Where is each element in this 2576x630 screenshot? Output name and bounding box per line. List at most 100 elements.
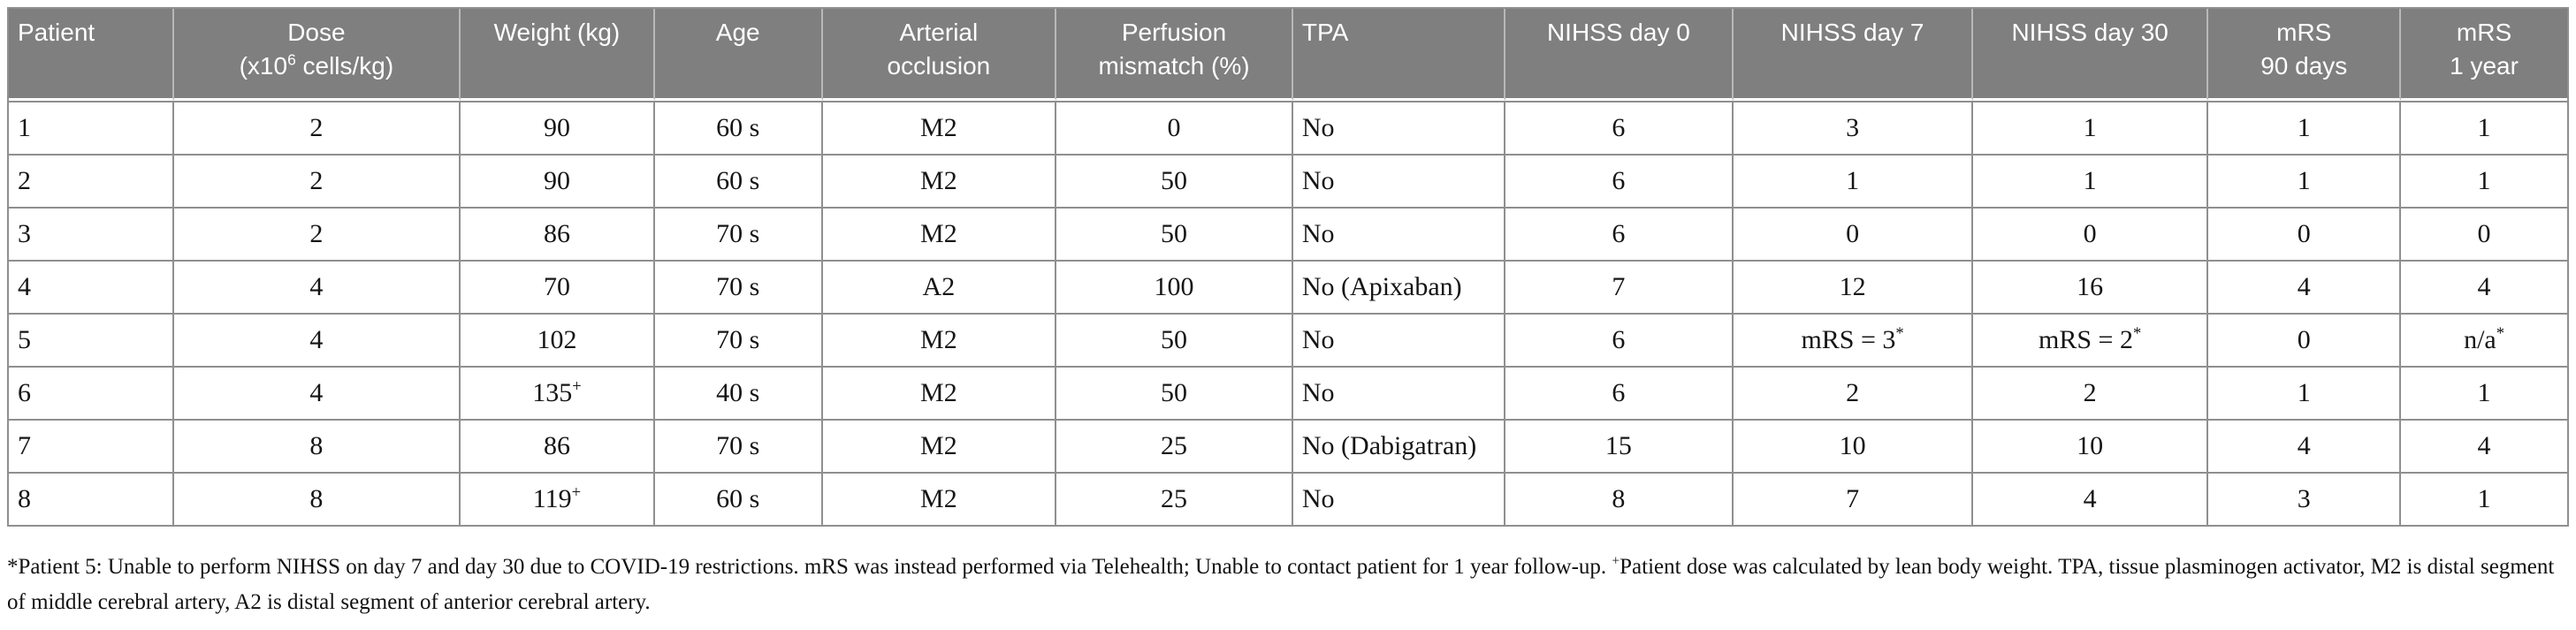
cell-mrs-1-year: 1 (2401, 366, 2567, 419)
cell-weight: 135+ (461, 366, 655, 419)
superscript-marker: * (2132, 324, 2142, 343)
cell-age: 70 s (654, 260, 823, 313)
cell-perfusion-mismatch: 0 (1056, 101, 1293, 154)
cell-nihss-day-0: 6 (1505, 207, 1734, 260)
cell-dose: 2 (173, 207, 461, 260)
cell-perfusion-mismatch: 50 (1056, 154, 1293, 207)
cell-nihss-day-0: 7 (1505, 260, 1734, 313)
cell-nihss-day-30: 16 (1972, 260, 2209, 313)
cell-nihss-day-30: 0 (1972, 207, 2209, 260)
col-header-arterial-occlusion: Arterial occlusion (822, 9, 1057, 101)
cell-tpa: No (1292, 366, 1505, 419)
col-header-mrs-90-days: mRS 90 days (2208, 9, 2402, 101)
cell-arterial-occlusion: M2 (822, 313, 1057, 366)
table-row: 7 8 86 70 s M2 25 No (Dabigatran) 15 10 10 4 4 (9, 419, 2567, 472)
table-row: 2 2 90 60 s M2 50 No 6 1 1 1 1 (9, 154, 2567, 207)
cell-nihss-day-7: 10 (1734, 419, 1973, 472)
cell-mrs-1-year: 1 (2401, 472, 2567, 525)
cell-nihss-day-30: 1 (1972, 101, 2209, 154)
cell-arterial-occlusion: M2 (822, 101, 1057, 154)
cell-mrs-1-year: 1 (2401, 154, 2567, 207)
patient-characteristics-table: Patient Dose (x106 cells/kg) Weight (kg) Age… (7, 7, 2569, 527)
cell-patient: 7 (9, 419, 174, 472)
cell-mrs-1-year: 4 (2401, 260, 2567, 313)
table-row: 4 4 70 70 s A2 100 No (Apixaban) 7 12 16 4 4 (9, 260, 2567, 313)
cell-perfusion-mismatch: 50 (1056, 207, 1293, 260)
cell-mrs-90-days: 3 (2208, 472, 2402, 525)
cell-dose: 4 (173, 260, 461, 313)
cell-patient: 1 (9, 101, 174, 154)
cell-dose: 2 (173, 101, 461, 154)
cell-mrs-90-days: 1 (2208, 101, 2402, 154)
table-row: 8 8 119+ 60 s M2 25 No 8 7 4 3 1 (9, 472, 2567, 525)
cell-dose: 4 (173, 313, 461, 366)
cell-nihss-day-0: 8 (1505, 472, 1734, 525)
cell-arterial-occlusion: M2 (822, 419, 1057, 472)
superscript-marker: 6 (287, 50, 296, 69)
cell-perfusion-mismatch: 50 (1056, 366, 1293, 419)
cell-tpa: No (1292, 207, 1505, 260)
cell-weight: 86 (461, 419, 655, 472)
cell-nihss-day-30: 4 (1972, 472, 2209, 525)
cell-nihss-day-7: 0 (1734, 207, 1973, 260)
col-header-weight: Weight (kg) (461, 9, 655, 101)
cell-mrs-90-days: 4 (2208, 419, 2402, 472)
cell-mrs-90-days: 1 (2208, 154, 2402, 207)
cell-patient: 2 (9, 154, 174, 207)
cell-dose: 8 (173, 419, 461, 472)
cell-nihss-day-0: 6 (1505, 313, 1734, 366)
superscript-marker: + (1612, 553, 1620, 569)
cell-age: 70 s (654, 419, 823, 472)
table-row: 6 4 135+ 40 s M2 50 No 6 2 2 1 1 (9, 366, 2567, 419)
cell-dose: 4 (173, 366, 461, 419)
superscript-marker: + (572, 377, 582, 396)
cell-tpa: No (1292, 313, 1505, 366)
cell-arterial-occlusion: M2 (822, 366, 1057, 419)
cell-arterial-occlusion: A2 (822, 260, 1057, 313)
cell-arterial-occlusion: M2 (822, 472, 1057, 525)
cell-tpa: No (Apixaban) (1292, 260, 1505, 313)
superscript-marker: * (2496, 324, 2505, 343)
cell-nihss-day-0: 6 (1505, 154, 1734, 207)
cell-dose: 2 (173, 154, 461, 207)
cell-weight: 70 (461, 260, 655, 313)
cell-age: 60 s (654, 154, 823, 207)
cell-mrs-90-days: 0 (2208, 313, 2402, 366)
cell-nihss-day-30: 2 (1972, 366, 2209, 419)
table-header-row: Patient Dose (x106 cells/kg) Weight (kg) Age… (9, 9, 2567, 101)
col-header-patient: Patient (9, 9, 174, 101)
cell-mrs-1-year: n/a* (2401, 313, 2567, 366)
cell-age: 70 s (654, 207, 823, 260)
cell-perfusion-mismatch: 25 (1056, 472, 1293, 525)
cell-nihss-day-7: 1 (1734, 154, 1973, 207)
cell-patient: 6 (9, 366, 174, 419)
table-body: 1 2 90 60 s M2 0 No 6 3 1 1 1 2 2 90 60 s M2 50 No 6 1 1 1 1 3 2 8… (9, 101, 2567, 525)
cell-mrs-90-days: 0 (2208, 207, 2402, 260)
cell-nihss-day-7: mRS = 3* (1734, 313, 1973, 366)
cell-dose: 8 (173, 472, 461, 525)
col-header-nihss-day-30: NIHSS day 30 (1972, 9, 2209, 101)
cell-perfusion-mismatch: 25 (1056, 419, 1293, 472)
col-header-tpa: TPA (1292, 9, 1505, 101)
cell-mrs-90-days: 1 (2208, 366, 2402, 419)
col-header-dose: Dose (x106 cells/kg) (173, 9, 461, 101)
cell-weight: 90 (461, 101, 655, 154)
cell-nihss-day-0: 6 (1505, 101, 1734, 154)
cell-mrs-1-year: 0 (2401, 207, 2567, 260)
cell-weight: 90 (461, 154, 655, 207)
cell-age: 60 s (654, 472, 823, 525)
cell-patient: 8 (9, 472, 174, 525)
cell-nihss-day-7: 3 (1734, 101, 1973, 154)
cell-age: 40 s (654, 366, 823, 419)
cell-tpa: No (1292, 472, 1505, 525)
cell-tpa: No (Dabigatran) (1292, 419, 1505, 472)
cell-age: 70 s (654, 313, 823, 366)
col-header-nihss-day-0: NIHSS day 0 (1505, 9, 1734, 101)
cell-weight: 86 (461, 207, 655, 260)
cell-mrs-1-year: 1 (2401, 101, 2567, 154)
col-header-perfusion-mismatch: Perfusion mismatch (%) (1056, 9, 1293, 101)
table-footnote: *Patient 5: Unable to perform NIHSS on d… (7, 553, 2555, 614)
cell-weight: 102 (461, 313, 655, 366)
cell-perfusion-mismatch: 50 (1056, 313, 1293, 366)
